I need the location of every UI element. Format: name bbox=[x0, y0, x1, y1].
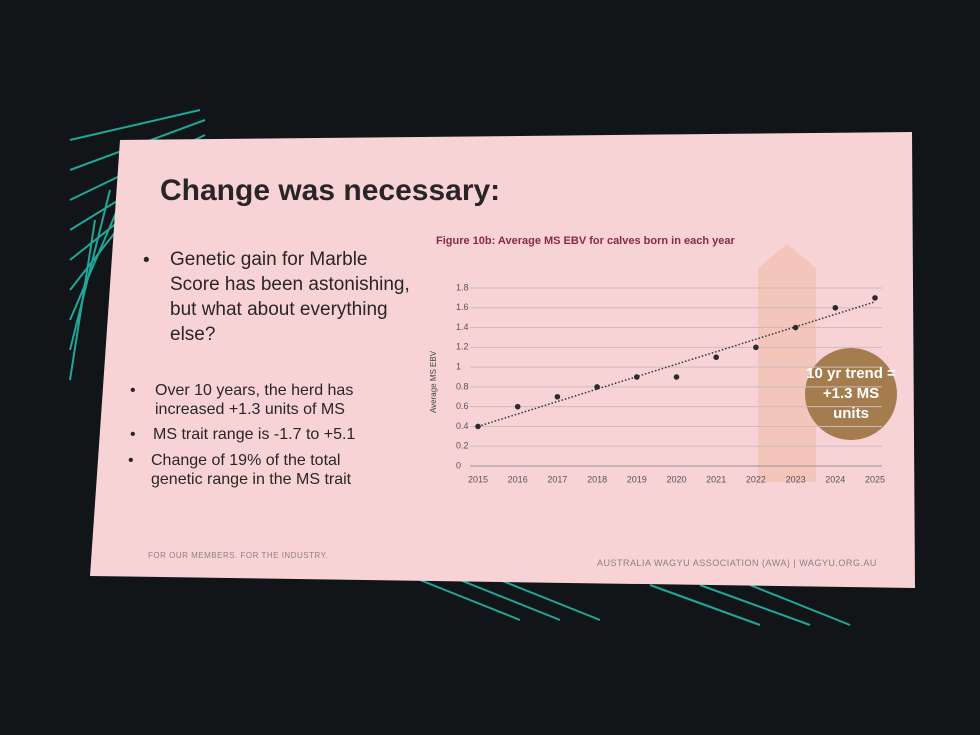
bullet-dot: • bbox=[130, 426, 136, 443]
x-tick-label: 2024 bbox=[825, 474, 845, 484]
x-tick-label: 2020 bbox=[666, 474, 686, 484]
point bbox=[634, 374, 640, 380]
y-tick-label: 1.4 bbox=[456, 322, 469, 332]
bullet: Change of 19% of the total genetic range… bbox=[151, 452, 352, 488]
bullet-dot: • bbox=[130, 382, 136, 399]
x-tick-label: 2017 bbox=[547, 474, 567, 484]
y-tick-label: 0 bbox=[456, 460, 461, 470]
footer-left: FOR OUR MEMBERS. FOR THE INDUSTRY. bbox=[148, 551, 329, 560]
slide bbox=[90, 132, 915, 588]
point bbox=[475, 423, 481, 430]
point bbox=[594, 384, 600, 390]
slide-title: Change was necessary: bbox=[160, 174, 501, 207]
y-tick-label: 1 bbox=[456, 361, 461, 371]
x-tick-label: 2023 bbox=[786, 474, 806, 484]
x-tick-label: 2015 bbox=[468, 474, 488, 484]
annotation-circle bbox=[805, 348, 897, 440]
y-tick-label: 0.4 bbox=[456, 421, 469, 431]
y-tick-label: 0.8 bbox=[456, 381, 469, 391]
y-tick-label: 0.2 bbox=[456, 441, 469, 451]
point bbox=[514, 403, 521, 410]
x-tick-label: 2016 bbox=[508, 474, 528, 484]
bullet: MS trait range is -1.7 to +5.1 bbox=[153, 426, 356, 443]
x-tick-label: 2018 bbox=[587, 474, 607, 484]
bullet-dot: • bbox=[143, 250, 150, 271]
point bbox=[554, 393, 561, 400]
y-axis-label: Average MS EBV bbox=[429, 350, 438, 413]
point bbox=[713, 354, 719, 361]
point bbox=[792, 324, 799, 331]
point bbox=[673, 374, 680, 380]
highlight-arrow bbox=[758, 244, 816, 482]
y-tick-label: 1.8 bbox=[456, 282, 469, 292]
y-tick-label: 1.6 bbox=[456, 302, 469, 312]
footer-right: AUSTRALIA WAGYU ASSOCIATION (AWA) | WAGY… bbox=[597, 558, 877, 568]
chart-title: Figure 10b: Average MS EBV for calves bo… bbox=[436, 235, 735, 247]
x-tick-label: 2019 bbox=[627, 474, 647, 484]
y-tick-label: 0.6 bbox=[456, 401, 469, 411]
x-tick-label: 2021 bbox=[706, 474, 726, 484]
y-tick-label: 1.2 bbox=[456, 342, 469, 352]
point bbox=[753, 344, 759, 351]
point bbox=[872, 295, 878, 301]
main-bullet: Genetic gain for Marble Score has been a… bbox=[170, 249, 410, 345]
x-tick-label: 2025 bbox=[865, 474, 885, 484]
annotation: 10 yr trend = +1.3 MS units bbox=[806, 365, 896, 422]
trendline bbox=[477, 301, 876, 428]
bullet-dot: • bbox=[128, 452, 134, 469]
point bbox=[832, 304, 839, 311]
bullet: Over 10 years, the herd has increased +1… bbox=[155, 382, 354, 418]
x-tick-label: 2022 bbox=[746, 474, 766, 484]
